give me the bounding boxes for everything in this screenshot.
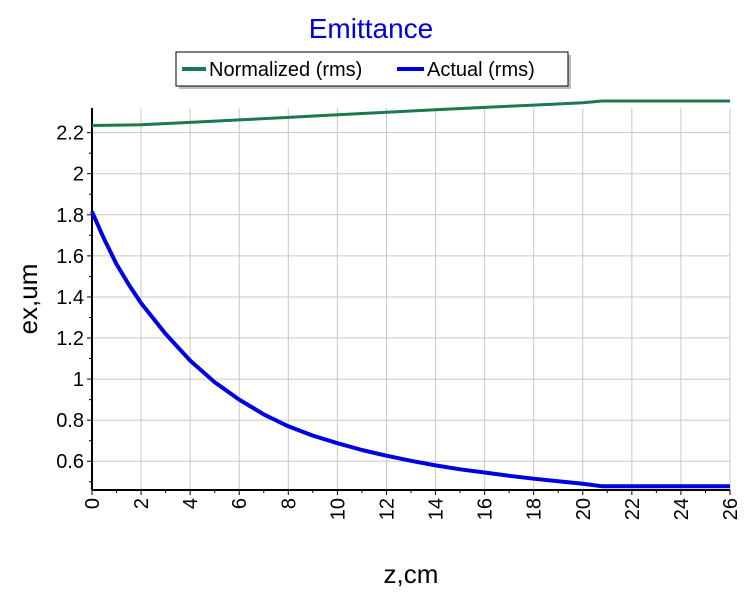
x-tick-label: 16 xyxy=(475,498,497,520)
y-tick-label: 2 xyxy=(73,164,84,186)
x-tick-label: 2 xyxy=(131,498,153,509)
x-tick-label: 12 xyxy=(376,498,398,520)
series-line-normalized xyxy=(91,99,730,127)
x-tick-label: 18 xyxy=(524,498,546,520)
x-tick-label: 26 xyxy=(720,498,742,520)
chart-title: Emittance xyxy=(309,13,434,44)
x-tick-label: 6 xyxy=(229,498,251,509)
y-ticks: 0.6 0.8 1 1.2 1.4 1.6 1.8 2 2.2 xyxy=(56,123,92,483)
x-tick-label: 20 xyxy=(573,498,595,520)
y-tick-label: 0.6 xyxy=(56,451,84,473)
y-axis-title: ex,um xyxy=(13,264,43,335)
y-tick-label: 1.6 xyxy=(56,246,84,268)
x-tick-label: 22 xyxy=(622,498,644,520)
x-tick-label: 14 xyxy=(426,498,448,520)
grid xyxy=(91,108,731,490)
legend-label-normalized: Normalized (rms) xyxy=(209,59,362,81)
y-tick-label: 1.4 xyxy=(56,287,84,309)
x-axis-title: z,cm xyxy=(384,559,439,589)
x-tick-label: 0 xyxy=(82,498,104,509)
x-tick-label: 10 xyxy=(327,498,349,520)
series-line-actual xyxy=(90,210,730,489)
legend-box xyxy=(175,51,569,87)
x-tick-label: 8 xyxy=(278,498,300,509)
x-tick-label: 24 xyxy=(671,498,693,520)
legend-label-actual: Actual (rms) xyxy=(427,59,535,81)
y-tick-label: 1.8 xyxy=(56,205,84,227)
y-tick-label: 2.2 xyxy=(56,123,84,145)
y-tick-label: 0.8 xyxy=(56,410,84,432)
x-tick-label: 4 xyxy=(180,498,202,509)
legend: Normalized (rms) Actual (rms) xyxy=(175,51,571,89)
series-lines xyxy=(90,99,730,489)
x-ticks: 0 2 4 6 8 10 12 14 16 18 20 22 24 26 xyxy=(82,490,742,520)
axes xyxy=(91,108,730,491)
y-tick-label: 1 xyxy=(73,369,84,391)
y-tick-label: 1.2 xyxy=(56,328,84,350)
